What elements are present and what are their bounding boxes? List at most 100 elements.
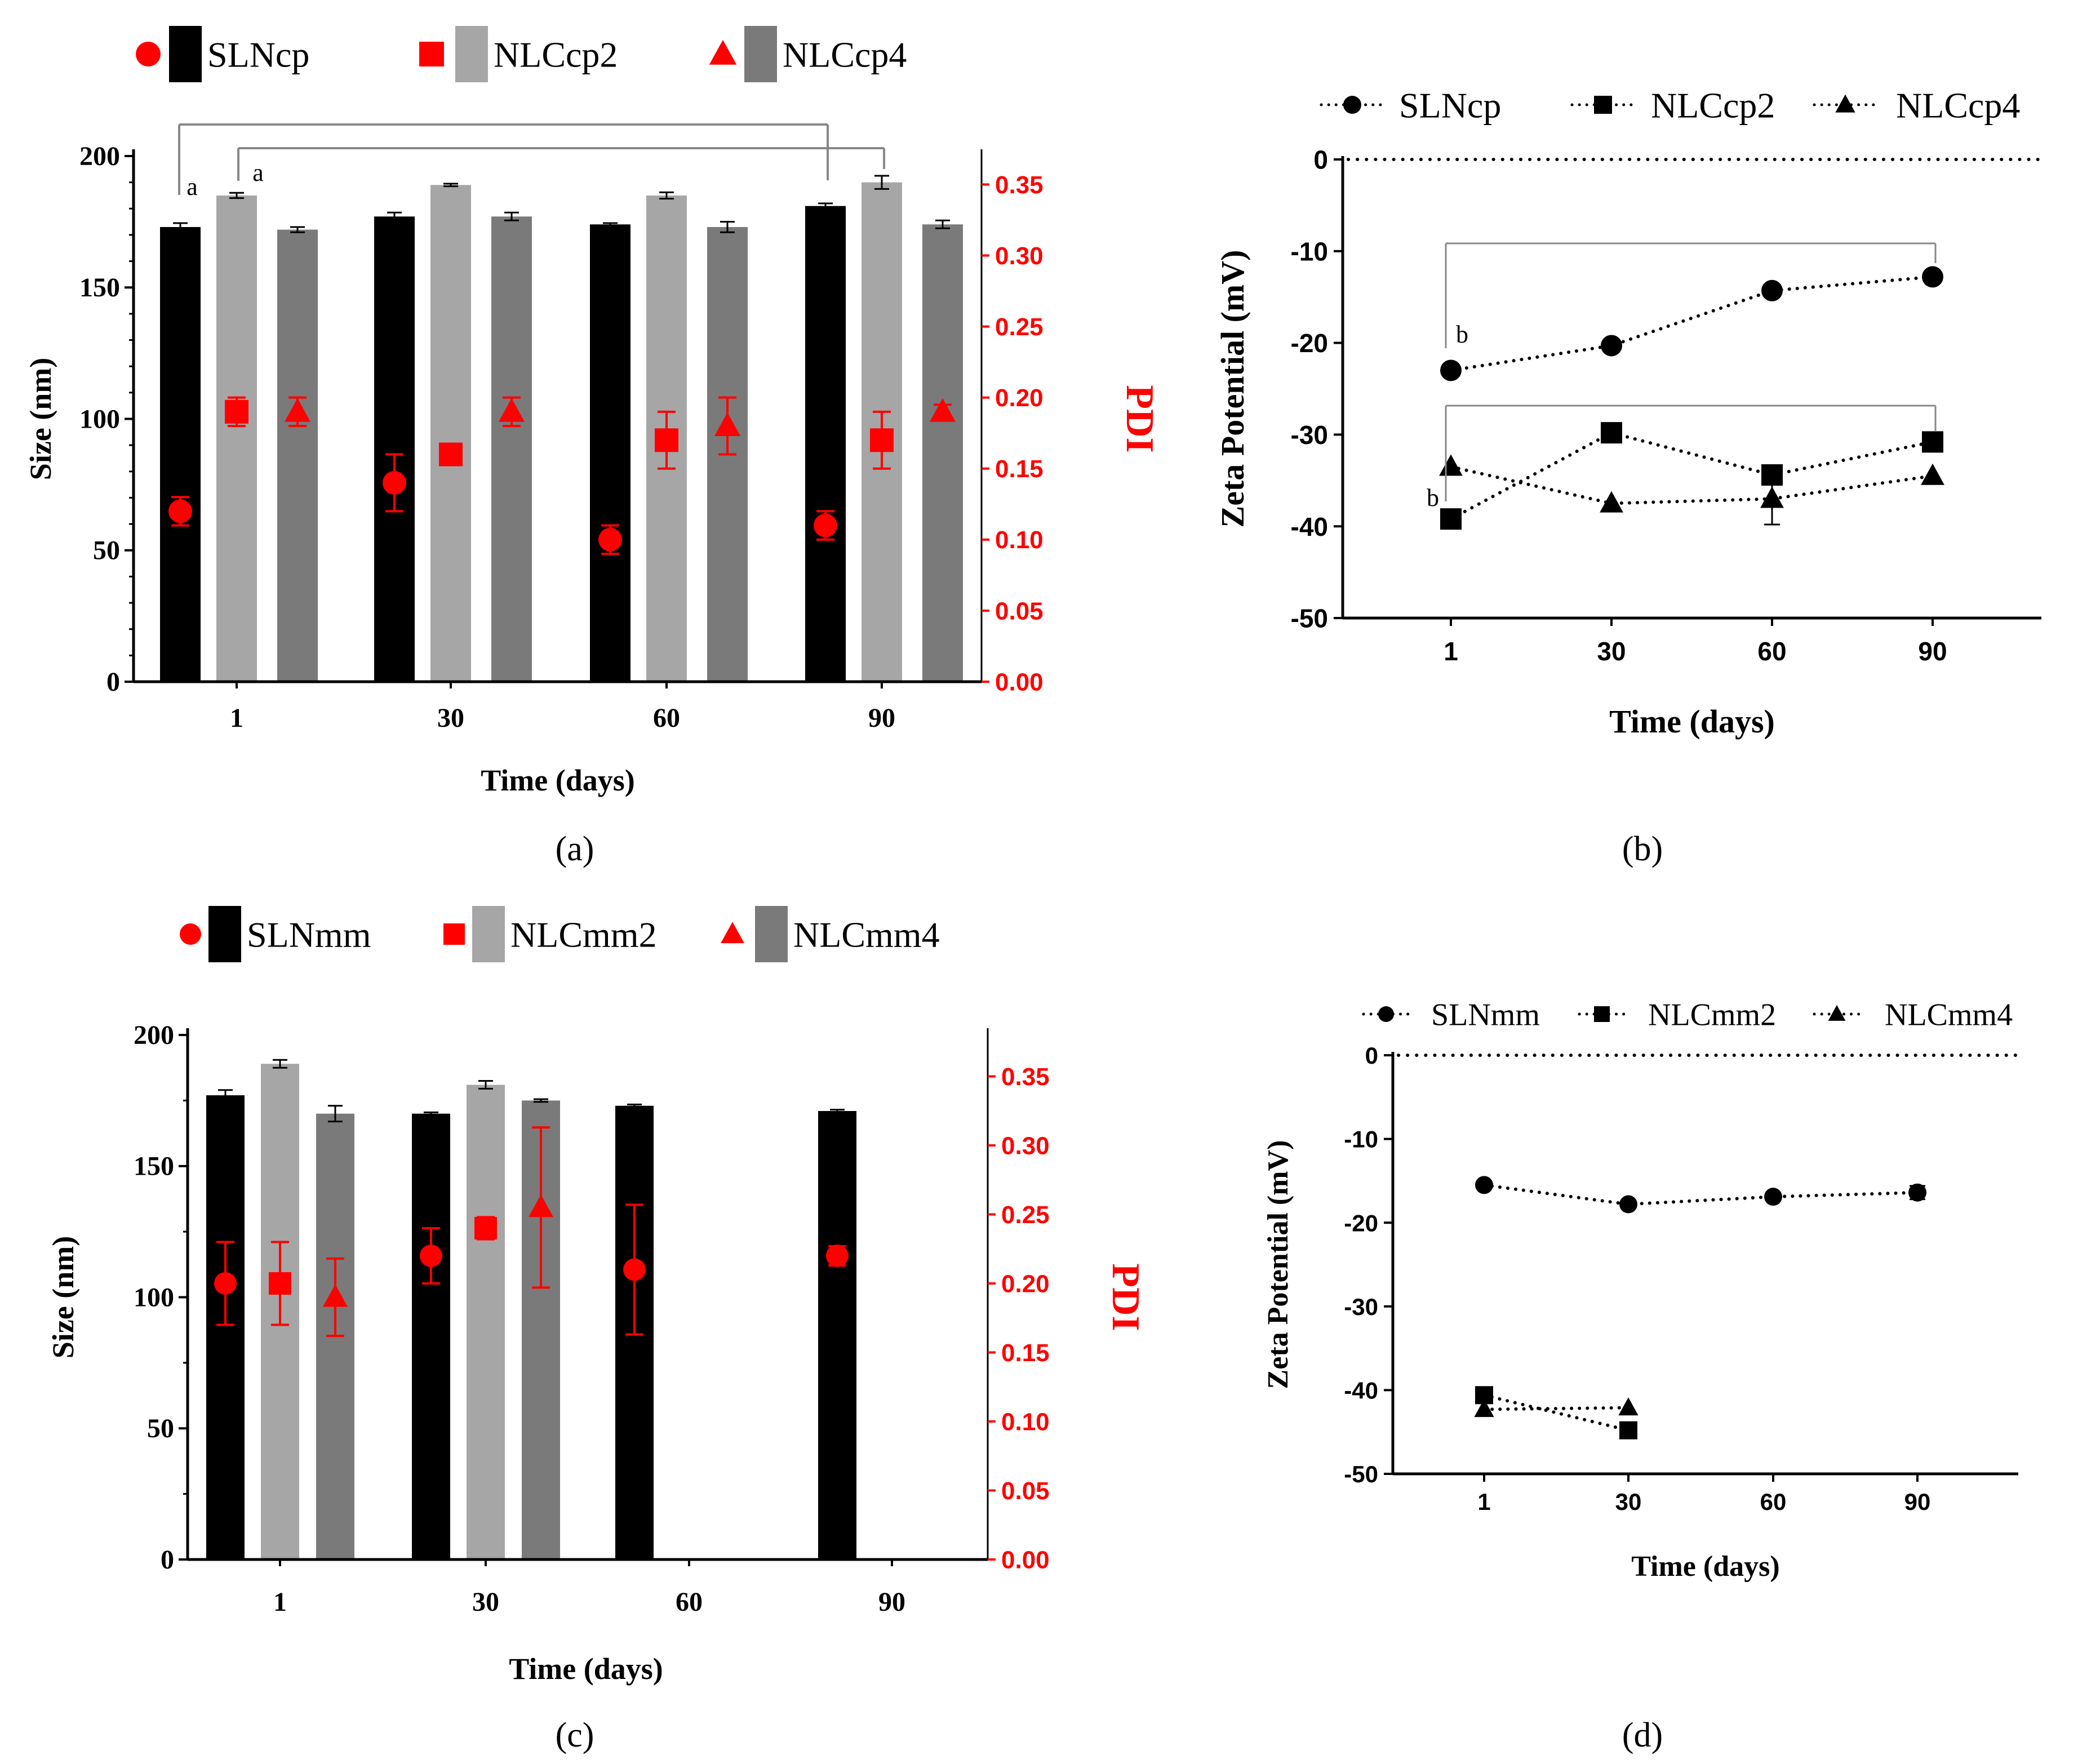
legend-swatch bbox=[472, 906, 505, 962]
data-point bbox=[1600, 491, 1623, 513]
y-tick-label: 0 bbox=[106, 667, 120, 697]
y-tick-label: 50 bbox=[93, 536, 120, 566]
chart-panel-d: SLNmm NLCmm2 NLCmm4 0 -10 -20 -30 -40 -50 1 30 60 90… bbox=[1262, 998, 2020, 1754]
bar-error-bar bbox=[218, 1089, 233, 1101]
y-tick-label: 0 bbox=[1365, 1042, 1378, 1069]
y-right-tick-label: 0.20 bbox=[1001, 1270, 1050, 1298]
bar bbox=[430, 185, 471, 682]
y-right-tick-label: 0.30 bbox=[1001, 1132, 1050, 1159]
bar bbox=[805, 206, 846, 682]
y-tick-label: -30 bbox=[1291, 420, 1328, 450]
bar-error-bar bbox=[534, 1098, 548, 1103]
pdi-marker bbox=[929, 398, 956, 422]
x-tick-label: 90 bbox=[1904, 1488, 1931, 1515]
y-right-tick-label: 0.15 bbox=[995, 455, 1044, 483]
legend-label: SLNcp bbox=[1399, 85, 1501, 125]
pdi-marker bbox=[623, 1258, 646, 1281]
axes: 0 50 100 150 200 0.00 0.05 0.10 0.15 0.20 0.25 0.30… bbox=[79, 141, 1044, 733]
legend-item: NLCmm4 bbox=[721, 906, 940, 962]
panel-label: (a) bbox=[556, 830, 594, 868]
bar bbox=[491, 216, 532, 682]
y-tick-label: 150 bbox=[79, 273, 120, 303]
legend-item: SLNmm bbox=[180, 906, 371, 962]
y-right-tick-label: 0.00 bbox=[1001, 1546, 1050, 1574]
legend: SLNcp NLCcp2 NLCcp4 bbox=[1320, 85, 2020, 125]
data-point bbox=[1474, 1399, 1494, 1418]
legend-marker-triangle bbox=[709, 39, 737, 65]
y-tick-label: 200 bbox=[79, 141, 120, 171]
legend-marker-square bbox=[419, 42, 444, 66]
x-tick-label: 1 bbox=[1444, 637, 1458, 666]
pdi-marker bbox=[383, 470, 406, 495]
pdi-marker bbox=[225, 399, 248, 424]
bar-error-bar bbox=[830, 1109, 845, 1113]
data-point bbox=[1908, 1183, 1926, 1202]
legend-item: NLCcp4 bbox=[1813, 85, 2020, 125]
pdi-marker bbox=[474, 1217, 497, 1239]
legend-swatch bbox=[169, 26, 202, 82]
series-line bbox=[1449, 275, 1934, 372]
legend-label: SLNmm bbox=[1431, 998, 1540, 1033]
legend-label: NLCcp2 bbox=[494, 34, 618, 74]
pdi-marker bbox=[655, 428, 678, 452]
x-tick-label: 60 bbox=[1760, 1488, 1787, 1515]
legend-swatch bbox=[755, 906, 788, 962]
significance-brackets: bb bbox=[1427, 242, 1937, 512]
legend-marker-circle bbox=[1378, 1006, 1394, 1022]
y-tick-label: 200 bbox=[134, 1020, 174, 1050]
legend-label: NLCmm2 bbox=[510, 914, 657, 954]
series-line bbox=[1482, 1183, 1919, 1206]
axes: 0 -10 -20 -30 -40 -50 1 30 60 90 bbox=[1344, 1042, 2018, 1515]
pdi-marker bbox=[529, 1194, 553, 1218]
x-axis-label: Time (days) bbox=[1609, 703, 1775, 740]
legend-item: NLCcp4 bbox=[709, 26, 907, 82]
y-right-axis-label: PDI bbox=[1104, 1263, 1147, 1331]
legend-label: SLNmm bbox=[247, 914, 371, 954]
bar-error-bar bbox=[443, 183, 458, 188]
bar bbox=[216, 195, 257, 682]
chart-panel-a: SLNcp NLCcp2 NLCcp4 0 50 100 150 200 0.00 0.05 0.1… bbox=[24, 26, 1161, 868]
legend-item: SLNmm bbox=[1362, 998, 1540, 1033]
bar-error-bar bbox=[478, 1079, 493, 1090]
bar bbox=[160, 226, 201, 682]
pdi-marker bbox=[269, 1272, 291, 1295]
significance-brackets: aa bbox=[178, 123, 885, 201]
bar bbox=[922, 224, 963, 682]
pdi-marker bbox=[814, 513, 837, 537]
bar-error-bar bbox=[720, 221, 735, 233]
bar-error-bar bbox=[504, 211, 519, 221]
pdi-marker bbox=[284, 398, 311, 422]
legend-marker-circle bbox=[1343, 96, 1361, 114]
axes: 0 -10 -20 -30 -40 -50 1 30 60 90 bbox=[1291, 145, 2041, 666]
y-tick-label: -50 bbox=[1291, 604, 1328, 633]
bar-error-bar bbox=[290, 226, 305, 233]
bar-error-bar bbox=[387, 211, 402, 221]
x-tick-label: 1 bbox=[1477, 1488, 1490, 1515]
bar-error-bar bbox=[935, 219, 950, 229]
data-point bbox=[1922, 266, 1943, 288]
pdi-marker bbox=[168, 499, 192, 523]
significance-label: b bbox=[1427, 484, 1439, 512]
legend-marker-triangle bbox=[721, 922, 744, 944]
legend-label: NLCmm2 bbox=[1648, 998, 1776, 1033]
significance-label: a bbox=[187, 173, 198, 201]
y-tick-label: -20 bbox=[1344, 1210, 1378, 1236]
x-axis-label: Time (days) bbox=[1631, 1550, 1779, 1583]
y-right-axis-label: PDI bbox=[1118, 385, 1161, 453]
panel-label: (d) bbox=[1622, 1716, 1663, 1754]
bar-error-bar bbox=[229, 192, 244, 199]
x-axis-label: Time (days) bbox=[509, 1652, 663, 1686]
legend-marker-triangle bbox=[1835, 94, 1855, 113]
y-right-tick-label: 0.35 bbox=[995, 171, 1044, 199]
data-point bbox=[1601, 422, 1622, 444]
y-tick-label: 0 bbox=[161, 1545, 174, 1575]
legend-item: NLCmm2 bbox=[1578, 998, 1776, 1033]
legend-label: SLNcp bbox=[207, 34, 309, 74]
y-axis-label: Size (nm) bbox=[24, 358, 57, 480]
pdi-marker bbox=[598, 527, 622, 552]
y-right-tick-label: 0.15 bbox=[1001, 1339, 1050, 1367]
legend-label: NLCcp4 bbox=[783, 34, 907, 74]
bar bbox=[590, 224, 630, 682]
legend-item: NLCmm2 bbox=[443, 906, 657, 962]
